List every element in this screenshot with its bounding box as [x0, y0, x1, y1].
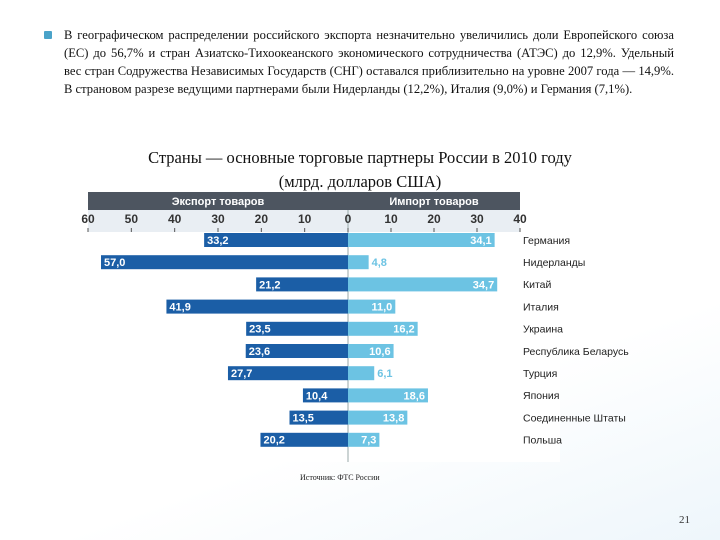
bar [348, 432, 380, 447]
bar [302, 388, 348, 403]
x-tick-label: 40 [513, 212, 527, 226]
value-label: 16,2 [393, 324, 414, 336]
bar [260, 432, 348, 447]
bar [245, 344, 348, 358]
bar [348, 299, 396, 314]
source-note: Источник: ФТС России [300, 473, 380, 482]
x-tick-label: 50 [125, 212, 139, 226]
bar [348, 344, 394, 358]
legend-label: Экспорт товаров [172, 196, 265, 208]
x-tick-label: 20 [427, 212, 441, 226]
x-tick-label: 10 [384, 212, 398, 226]
legend-label: Импорт товаров [389, 196, 479, 208]
value-label: 18,6 [404, 390, 425, 402]
paragraph: В географическом распределении российско… [64, 28, 674, 96]
bar [348, 233, 495, 247]
x-tick-label: 30 [211, 212, 225, 226]
value-label: 21,2 [259, 279, 280, 291]
value-label: 23,6 [249, 346, 270, 358]
category-label: Нидерланды [523, 257, 585, 269]
value-label: 10,4 [306, 390, 328, 402]
header-band [88, 192, 520, 210]
page-number: 21 [679, 514, 690, 526]
value-label: 4,8 [372, 257, 387, 269]
bar [204, 233, 348, 247]
value-label: 23,5 [249, 324, 270, 336]
category-label: Соединенные Штаты [523, 412, 626, 424]
value-label: 57,0 [104, 257, 125, 269]
bar [348, 410, 408, 425]
x-tick-label: 10 [298, 212, 312, 226]
x-tick-label: 20 [255, 212, 269, 226]
value-label: 11,0 [371, 302, 392, 314]
value-label: 13,5 [293, 413, 314, 425]
category-label: Япония [523, 390, 559, 402]
value-label: 13,8 [383, 413, 404, 425]
category-label: Китай [523, 279, 552, 291]
value-label: 10,6 [369, 346, 390, 358]
value-label: 27,7 [231, 368, 252, 380]
bar [348, 321, 418, 336]
x-tick-label: 40 [168, 212, 182, 226]
category-label: Германия [523, 235, 570, 247]
value-label: 7,3 [361, 435, 376, 447]
bar [348, 255, 369, 270]
x-tick-label: 30 [470, 212, 484, 226]
bar [289, 410, 348, 425]
category-label: Турция [523, 368, 557, 380]
value-label: 34,1 [470, 235, 491, 247]
bar [246, 321, 348, 336]
bar [348, 388, 428, 403]
bar [256, 277, 348, 292]
category-label: Украина [523, 324, 563, 336]
category-label: Италия [523, 301, 559, 313]
x-tick-label: 60 [81, 212, 95, 226]
bar [348, 366, 375, 381]
category-label: Республика Беларусь [523, 346, 629, 358]
value-label: 6,1 [377, 368, 392, 380]
value-label: 41,9 [169, 302, 190, 314]
bar [348, 277, 498, 292]
bar [101, 255, 348, 270]
chart-subtitle: (млрд. долларов США) [278, 172, 442, 191]
x-tick-label: 0 [345, 212, 352, 226]
value-label: 20,2 [263, 435, 284, 447]
bar [227, 366, 348, 381]
bullet [44, 31, 52, 39]
category-label: Польша [523, 435, 562, 447]
value-label: 34,7 [473, 279, 494, 291]
value-label: 33,2 [207, 235, 228, 247]
chart-title: Страны — основные торговые партнеры Росс… [148, 148, 572, 167]
chart-heading: Страны — основные торговые партнеры Росс… [0, 146, 720, 194]
bar [166, 299, 348, 314]
